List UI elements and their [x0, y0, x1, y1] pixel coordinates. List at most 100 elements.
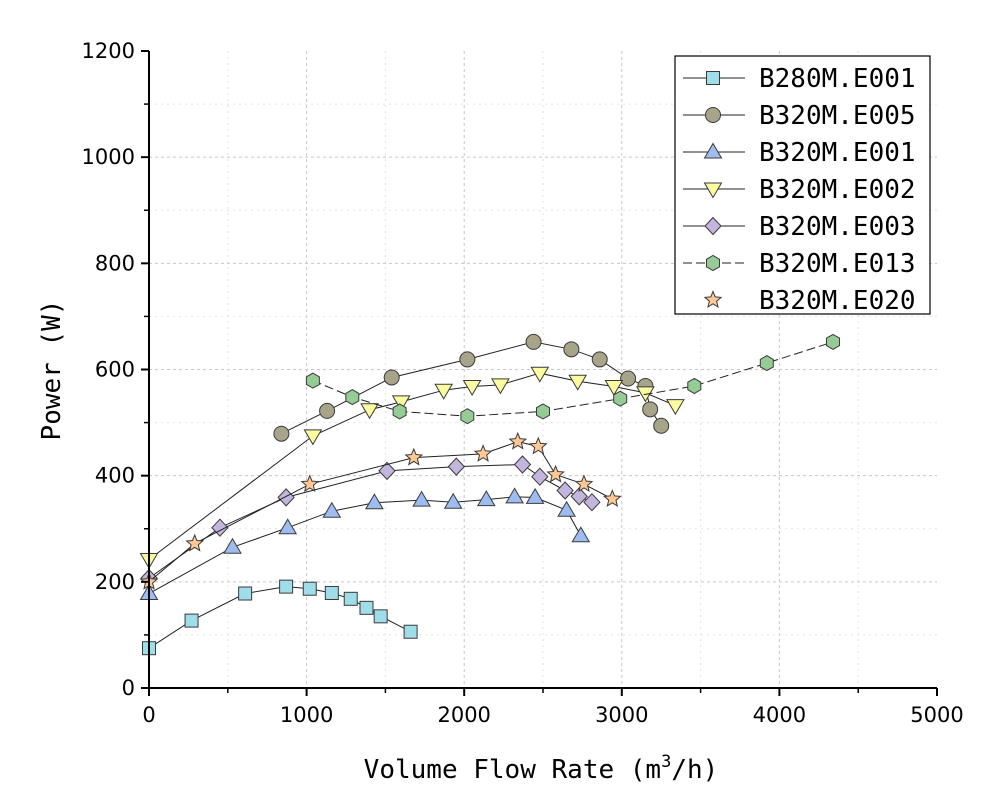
data-point [434, 383, 454, 400]
y-tick-label: 600 [95, 358, 135, 382]
data-point [666, 399, 685, 416]
series-line [148, 586, 411, 649]
data-point [345, 389, 360, 406]
data-point [583, 492, 601, 512]
y-tick-label: 0 [122, 676, 135, 700]
data-point [530, 366, 550, 383]
axes [141, 50, 938, 696]
data-point [211, 518, 229, 537]
data-point [383, 369, 400, 386]
series-line [148, 463, 593, 579]
data-point [443, 492, 463, 509]
series-line [148, 441, 613, 583]
data-point [531, 467, 549, 486]
legend-label: B320M.E005 [759, 101, 916, 131]
data-point [343, 591, 358, 606]
legend-label: B320M.E001 [759, 138, 916, 168]
x-tick-label: 2000 [437, 703, 490, 727]
data-point [373, 609, 388, 624]
data-point [277, 488, 295, 507]
y-tick-label: 400 [95, 464, 135, 488]
legend-entry: B320M.E002 [683, 175, 916, 205]
y-tick-label: 200 [95, 570, 135, 594]
x-tick-label: 4000 [753, 703, 806, 727]
data-point [473, 444, 493, 462]
data-point [525, 333, 542, 350]
data-point [303, 429, 323, 446]
data-point [273, 425, 290, 442]
data-point [568, 374, 588, 391]
data-point [238, 586, 253, 601]
legend-marker [703, 290, 723, 308]
data-point [359, 600, 374, 615]
data-point [574, 474, 594, 493]
data-point [759, 355, 774, 372]
y-tick-label: 1200 [82, 39, 135, 63]
tick-labels: 0 1000 2000 3000 4000 5000 0 200 400 600 800 1000 12… [82, 39, 964, 727]
data-point [570, 487, 588, 506]
x-tick-label: 3000 [595, 703, 648, 727]
legend-label: B320M.E003 [759, 212, 916, 242]
series-b320m-e001 [139, 487, 591, 600]
data-point [412, 490, 431, 507]
data-point [378, 461, 396, 481]
legend: B280M.E001 B320M.E005 B320M.E001 B320M.E002… [674, 55, 931, 316]
x-tick-label: 5000 [910, 703, 963, 727]
legend-entry: B320M.E005 [683, 101, 916, 131]
data-point [476, 490, 496, 507]
legend-marker [703, 142, 723, 159]
legend-label: B320M.E002 [759, 175, 916, 205]
legend-marker [704, 216, 722, 236]
data-point [365, 493, 384, 510]
data-point [528, 436, 548, 455]
data-point [556, 481, 574, 500]
data-point [620, 370, 637, 387]
data-point [460, 408, 475, 425]
data-point [319, 402, 336, 419]
data-point [185, 533, 205, 552]
data-point [184, 613, 199, 628]
y-axis-title: Power (W) [37, 300, 67, 441]
data-point [536, 403, 550, 420]
data-point [223, 537, 242, 554]
legend-marker [706, 254, 720, 272]
series-b320m-e003 [140, 455, 601, 588]
y-tick-label: 1000 [82, 145, 135, 169]
data-point [642, 401, 659, 418]
legend-marker [705, 107, 721, 123]
data-point [392, 403, 407, 420]
legend-label: B320M.E020 [759, 286, 916, 316]
legend-entry: B320M.E001 [683, 138, 916, 168]
data-point [403, 624, 418, 639]
x-tick-label: 0 [142, 703, 155, 727]
x-axis-title-suffix: /h) [671, 755, 718, 785]
data-point [302, 581, 317, 596]
legend-entry: B320M.E013 [683, 249, 916, 279]
data-point [305, 372, 320, 389]
data-point [404, 447, 424, 466]
data-point [360, 403, 379, 420]
data-point [491, 378, 510, 395]
series-b320m-e002 [139, 366, 685, 569]
series-b320m-e013 [305, 333, 840, 425]
data-point [571, 526, 591, 543]
data-point [278, 518, 298, 535]
data-point [563, 341, 580, 358]
data-point [613, 390, 628, 407]
data-point [459, 351, 476, 368]
legend-label: B280M.E001 [759, 64, 916, 94]
grid-lines [149, 51, 937, 688]
data-point [322, 501, 342, 518]
data-point [591, 351, 608, 368]
legend-entry: B280M.E001 [683, 64, 916, 94]
data-point [279, 579, 294, 594]
data-point [505, 487, 524, 504]
data-point [604, 380, 624, 396]
data-point [324, 585, 339, 600]
data-point [687, 377, 702, 395]
data-point [462, 380, 482, 396]
x-axis-title: Volume Flow Rate (m3/h) [364, 752, 719, 785]
legend-marker [703, 182, 723, 199]
data-point [300, 474, 320, 493]
